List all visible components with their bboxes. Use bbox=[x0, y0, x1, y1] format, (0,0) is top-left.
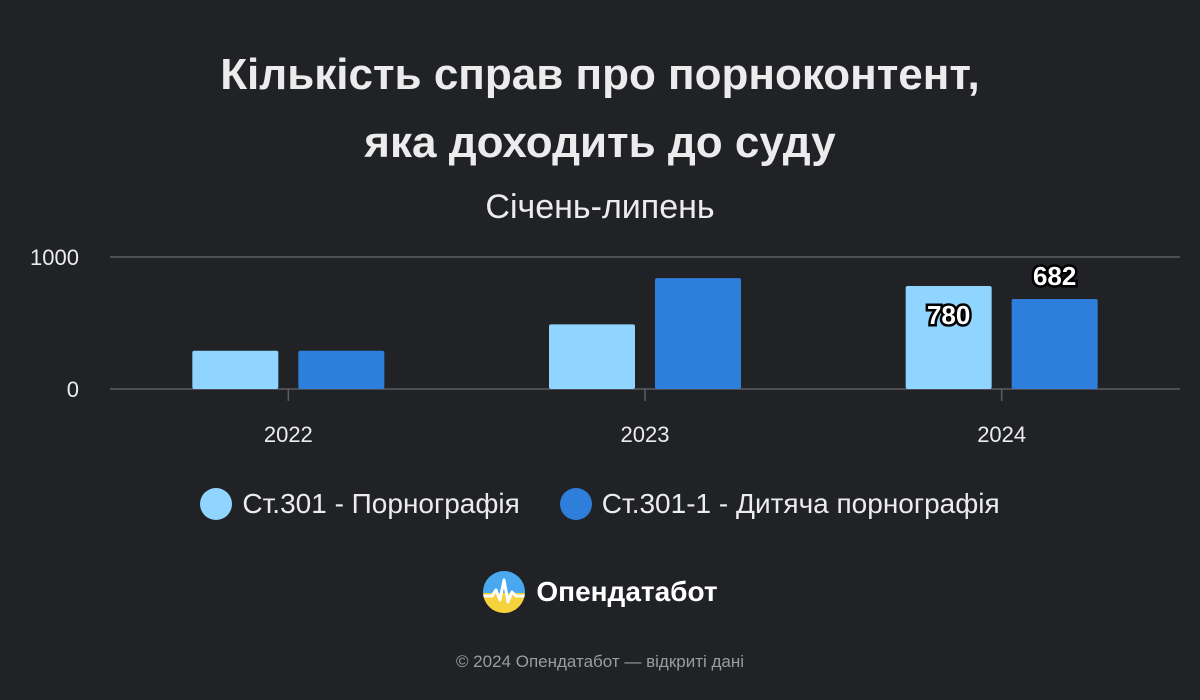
bar-2024-series-1 bbox=[1011, 298, 1098, 389]
x-tick-label-2023: 2023 bbox=[621, 422, 670, 447]
brand: Опендатабот bbox=[0, 570, 1200, 614]
legend-swatch-pornography bbox=[200, 488, 233, 520]
bar-2022-series-1 bbox=[298, 350, 385, 389]
bar-2023-series-0 bbox=[549, 324, 635, 389]
bar-2024-series-0 bbox=[905, 286, 992, 389]
bar-2022-series-0 bbox=[192, 350, 279, 389]
data-label-2024-series-1: 682 bbox=[1033, 261, 1076, 291]
y-tick-label-0: 0 bbox=[67, 377, 79, 402]
legend-item-child-pornography: Ст.301-1 - Дитяча порнографія bbox=[559, 488, 1000, 520]
chart-title-line2: яка доходить до суду bbox=[364, 118, 836, 167]
footer-copyright: © 2024 Опендатабот — відкриті дані bbox=[455, 652, 745, 671]
legend-label-pornography: Ст.301 - Порнографія bbox=[242, 488, 520, 519]
legend-item-pornography: Ст.301 - Порнографія bbox=[200, 488, 520, 520]
legend-label-child-pornography: Ст.301-1 - Дитяча порнографія bbox=[601, 488, 1000, 519]
legend-swatch-child-pornography bbox=[559, 488, 592, 520]
data-label-2024-series-0: 780 bbox=[927, 300, 970, 330]
legend: Ст.301 - Порнографія Ст.301-1 - Дитяча п… bbox=[0, 488, 1200, 520]
y-tick-label-1000: 1000 bbox=[30, 245, 79, 270]
brand-name: Опендатабот bbox=[536, 576, 718, 607]
opendatabot-logo-icon bbox=[483, 571, 526, 613]
x-tick-label-2022: 2022 bbox=[264, 422, 313, 447]
bar-2023-series-1 bbox=[655, 278, 741, 389]
bar-chart: 0 1000 2022 2023 2024 780 682 bbox=[30, 245, 1180, 447]
chart-title-line1: Кількість справ про порноконтент, bbox=[220, 50, 980, 99]
x-tick-label-2024: 2024 bbox=[977, 422, 1026, 447]
chart-subtitle: Січень-липень bbox=[485, 188, 715, 226]
